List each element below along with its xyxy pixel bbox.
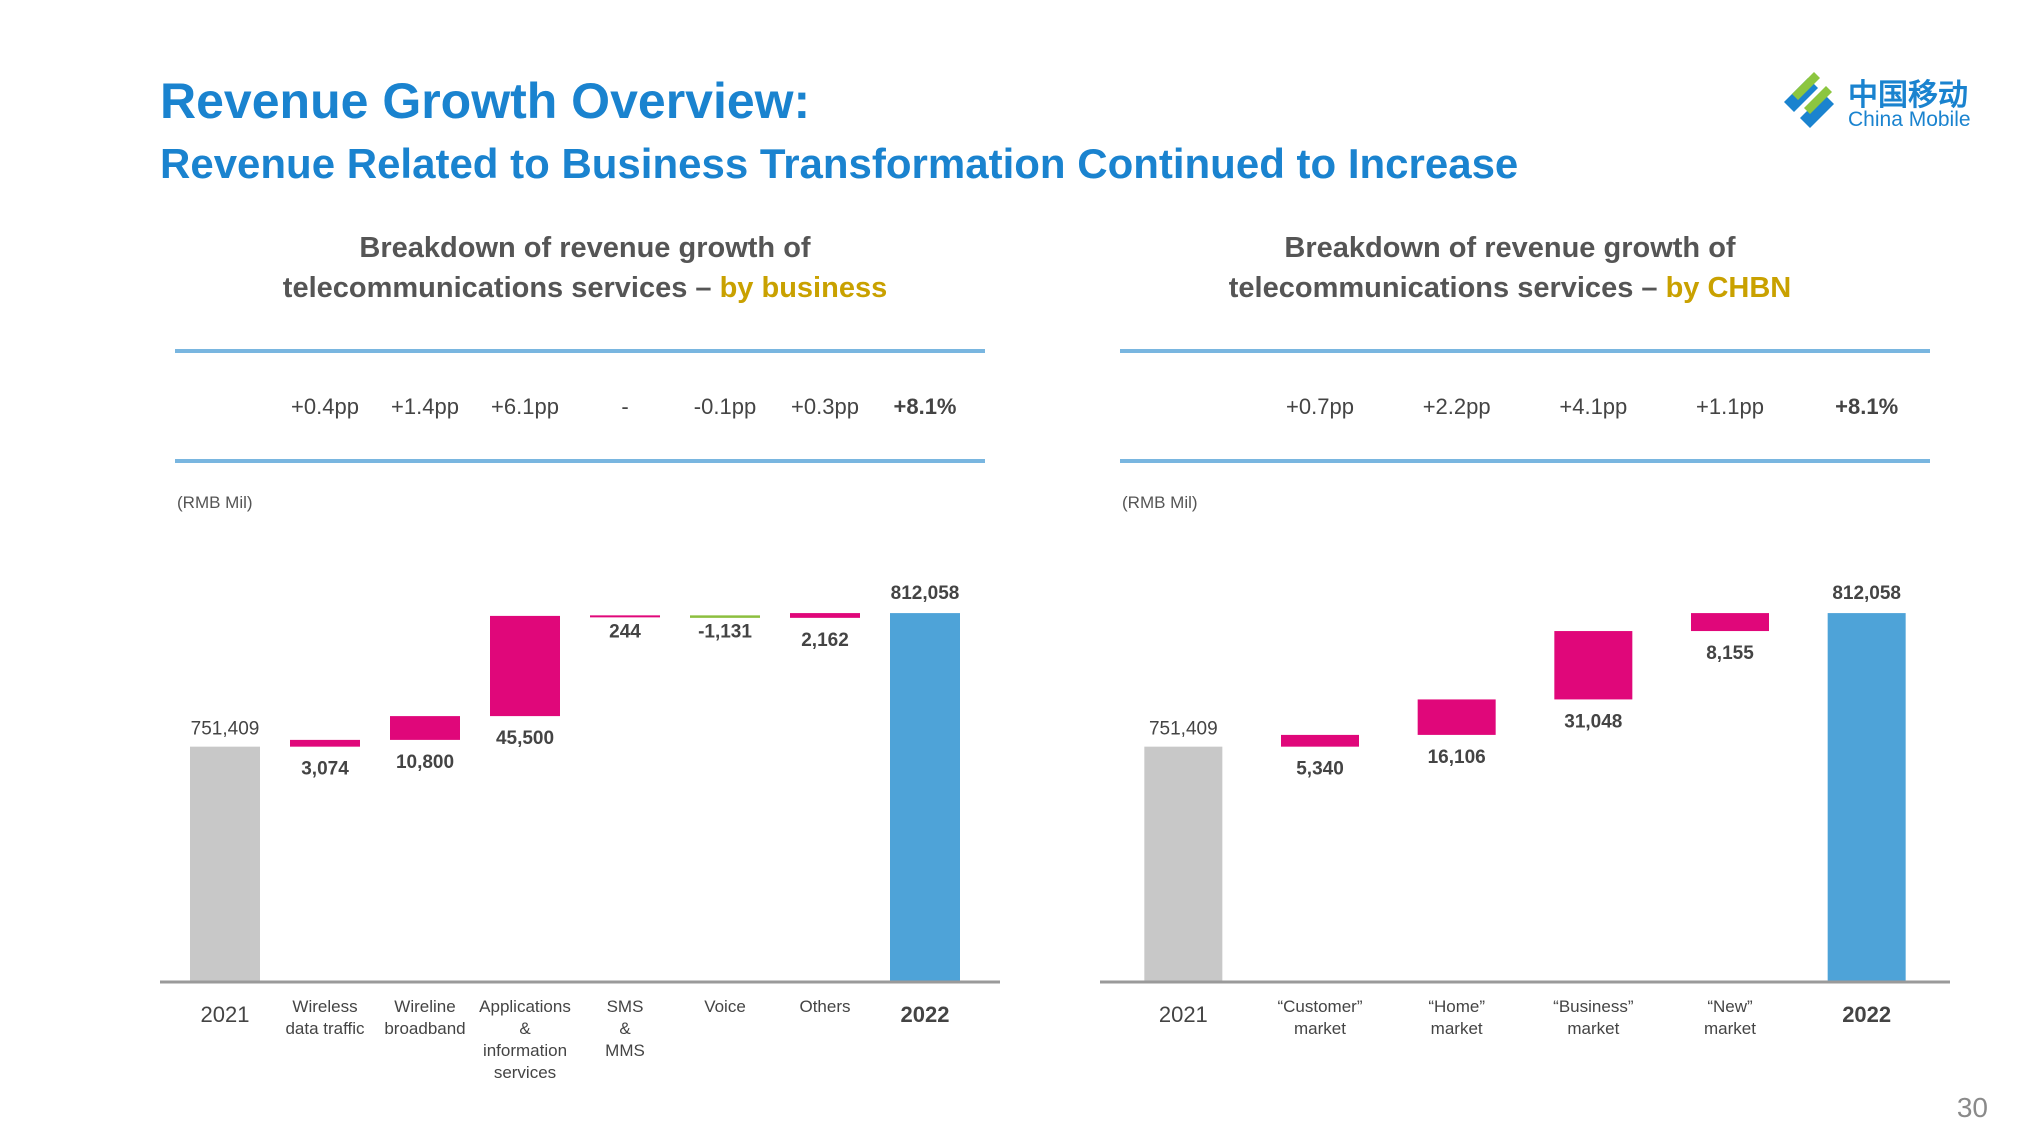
category-label: Applications & information services xyxy=(479,997,571,1082)
value-label: 2,162 xyxy=(801,630,849,651)
contribution-label: +1.1pp xyxy=(1696,394,1764,419)
logo-icon xyxy=(1784,72,1834,128)
contribution-label: +6.1pp xyxy=(491,394,559,419)
contribution-label: +8.1% xyxy=(1835,394,1898,419)
delta-bar xyxy=(490,615,560,717)
logo-text-english: China Mobile xyxy=(1848,108,1971,131)
base-bar xyxy=(190,746,260,982)
total-bar xyxy=(890,613,960,982)
delta-bar xyxy=(290,739,360,747)
category-label: SMS & MMS xyxy=(605,997,645,1060)
category-label: Voice xyxy=(704,997,746,1016)
category-label: 2022 xyxy=(1842,1002,1891,1027)
category-label: “Business” market xyxy=(1553,997,1634,1038)
category-label: Wireline broadband xyxy=(384,997,465,1038)
contribution-label: +1.4pp xyxy=(391,394,459,419)
category-label: 2021 xyxy=(1159,1002,1208,1027)
value-label: 244 xyxy=(609,621,641,642)
delta-bar xyxy=(790,613,860,618)
delta-bar xyxy=(1281,734,1359,747)
contribution-label: +0.7pp xyxy=(1286,394,1354,419)
delta-bar xyxy=(590,615,660,618)
value-label: 812,058 xyxy=(891,583,960,604)
chart-title-line1: Breakdown of revenue growth of xyxy=(1284,232,1736,264)
value-label: 45,500 xyxy=(496,728,554,749)
page-subtitle: Revenue Related to Business Transformati… xyxy=(160,140,1519,187)
chart-title-line2: telecommunications services – by busines… xyxy=(282,272,888,304)
delta-bar xyxy=(690,615,760,618)
value-label: 16,106 xyxy=(1428,747,1486,768)
chart-title-by-business: Breakdown of revenue growth of telecommu… xyxy=(170,228,1000,308)
value-label: 5,340 xyxy=(1296,759,1344,780)
page-title: Revenue Growth Overview: xyxy=(160,73,811,129)
category-label: Others xyxy=(799,997,850,1016)
category-label: “Customer” market xyxy=(1277,997,1362,1038)
delta-bar xyxy=(390,716,460,740)
delta-bar xyxy=(1554,631,1633,700)
chart-title-highlight: by business xyxy=(719,272,888,304)
chart-title-line1: Breakdown of revenue growth of xyxy=(359,232,811,264)
total-bar xyxy=(1827,613,1906,982)
delta-bar xyxy=(1417,699,1496,735)
contribution-label: +4.1pp xyxy=(1559,394,1627,419)
contribution-label: +0.3pp xyxy=(791,394,859,419)
waterfall-chart-by-chbn: +0.7pp +2.2pp +4.1pp +1.1pp +8.1% (RMB Mil) 75… xyxy=(1100,349,1950,1038)
contribution-label: +2.2pp xyxy=(1423,394,1491,419)
category-label: Wireless data traffic xyxy=(285,997,365,1038)
chart-title-line2: telecommunications services – by CHBN xyxy=(1228,272,1792,304)
value-label: 751,409 xyxy=(1149,719,1218,740)
unit-label: (RMB Mil) xyxy=(177,493,253,512)
value-label: 812,058 xyxy=(1832,583,1901,604)
contribution-label: -0.1pp xyxy=(694,394,756,419)
base-bar xyxy=(1144,746,1223,982)
contribution-label: +8.1% xyxy=(894,394,957,419)
category-label: 2021 xyxy=(201,1002,250,1027)
china-mobile-logo: 中国移动 China Mobile xyxy=(1778,68,1988,138)
logo-text-chinese: 中国移动 xyxy=(1848,79,1968,112)
value-label: -1,131 xyxy=(698,621,752,642)
delta-bar xyxy=(1691,613,1769,632)
value-label: 10,800 xyxy=(396,752,454,773)
waterfall-chart-by-business: +0.4pp +1.4pp +6.1pp - -0.1pp +0.3pp +8.1% (RMB… xyxy=(160,349,1000,1082)
chart-title-highlight: by CHBN xyxy=(1665,272,1792,304)
value-label: 751,409 xyxy=(191,719,260,740)
contribution-label: - xyxy=(621,394,628,419)
chart-title-by-chbn: Breakdown of revenue growth of telecommu… xyxy=(1110,228,1910,308)
category-label: “Home” market xyxy=(1428,997,1485,1038)
unit-label: (RMB Mil) xyxy=(1122,493,1198,512)
category-label: “New” market xyxy=(1704,997,1756,1038)
page-number: 30 xyxy=(1956,1092,1988,1123)
value-label: 3,074 xyxy=(301,759,349,780)
category-label: 2022 xyxy=(901,1002,950,1027)
value-label: 8,155 xyxy=(1706,643,1754,664)
value-label: 31,048 xyxy=(1564,711,1622,732)
contribution-label: +0.4pp xyxy=(291,394,359,419)
